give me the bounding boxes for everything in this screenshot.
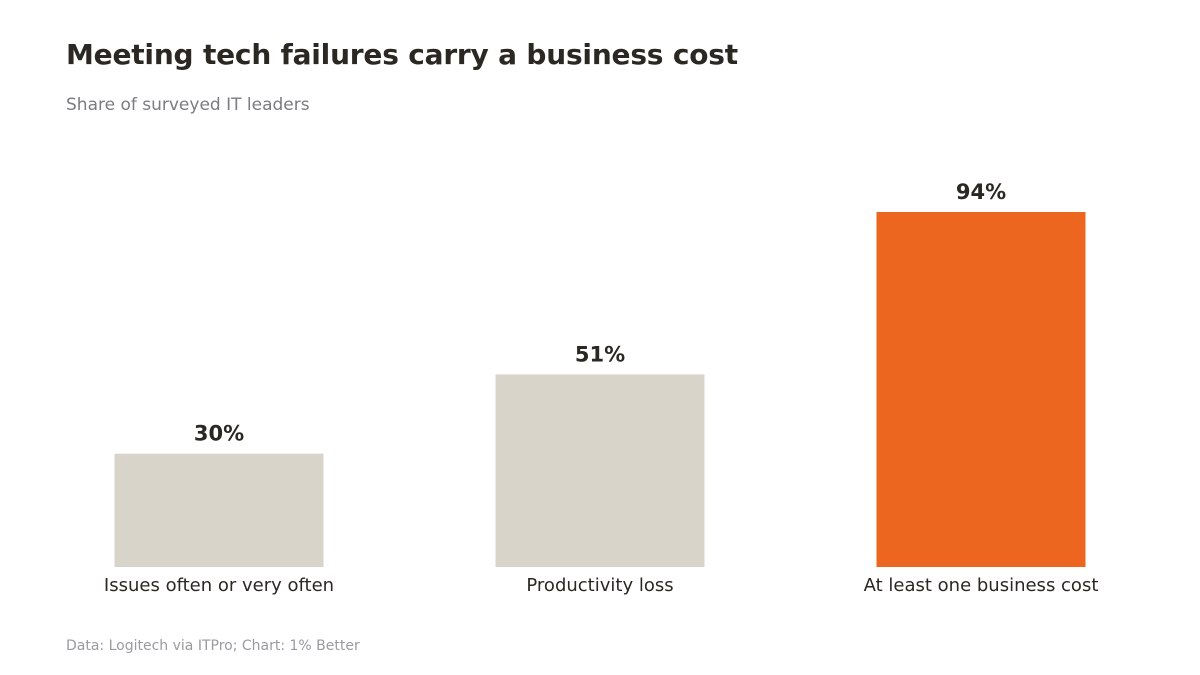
category-label-2: Productivity loss (526, 575, 673, 596)
chart-subtitle: Share of surveyed IT leaders (66, 95, 310, 115)
value-label-1: 30% (194, 422, 244, 446)
chart-title: Meeting tech failures carry a business c… (66, 38, 738, 71)
value-label-2: 51% (575, 342, 625, 366)
category-label-1: Issues often or very often (104, 575, 334, 596)
bar-chart: 30% Issues often or very often 51% Producti… (104, 180, 1099, 596)
bar-1 (114, 453, 324, 567)
value-label-3: 94% (956, 180, 1006, 204)
source-note: Data: Logitech via ITPro; Chart: 1% Bett… (66, 638, 360, 654)
bar-3 (876, 212, 1086, 567)
category-label-3: At least one business cost (864, 575, 1099, 596)
bar-2 (495, 374, 705, 567)
